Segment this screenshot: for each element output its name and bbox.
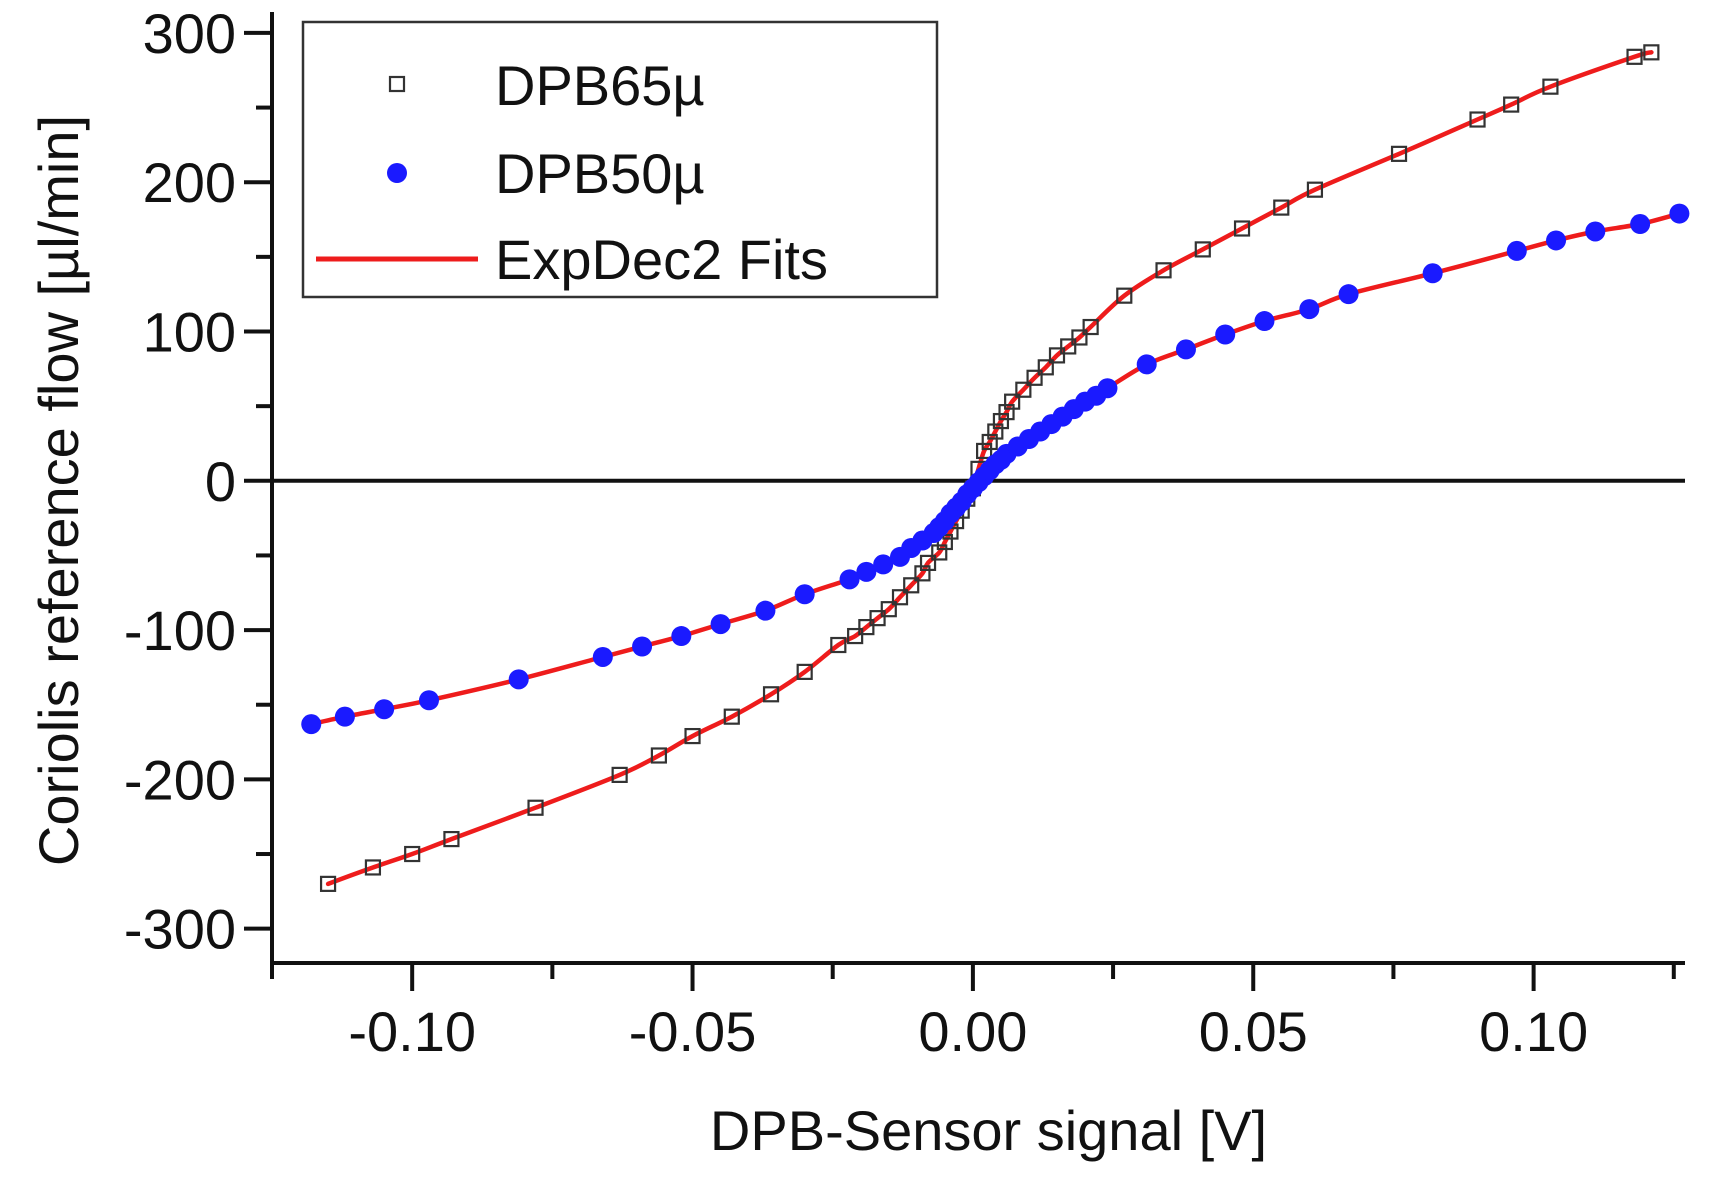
- dpb65-point: [830, 636, 847, 654]
- dpb65-point: [919, 554, 937, 572]
- y-tick-label: 200: [143, 151, 236, 214]
- dpb50-point: [1175, 339, 1196, 360]
- y-tick-label: -200: [124, 748, 236, 811]
- dpb65-point: [319, 875, 337, 892]
- dpb65-point: [869, 610, 886, 627]
- dpb65-point: [1155, 262, 1172, 279]
- dpb50-point: [755, 600, 776, 621]
- dpb65-point: [1082, 318, 1099, 336]
- dpb65-point: [1116, 287, 1133, 304]
- dpb50-point: [419, 690, 439, 711]
- y-tick-label: 0: [205, 450, 236, 513]
- dpb65-point: [880, 601, 897, 618]
- dpb50-point: [1669, 203, 1690, 224]
- dpb50-point: [794, 584, 815, 605]
- dpb65-point: [1004, 393, 1021, 410]
- dpb50-point: [1338, 284, 1359, 305]
- dpb50-point: [1630, 214, 1651, 235]
- legend-dpb50-label: DPB50µ: [495, 142, 705, 205]
- dpb50-point: [1422, 263, 1443, 284]
- axis-labels: DPB-Sensor signal [V] Coriolis reference …: [27, 115, 1267, 1162]
- legend-dpb65-label: DPB65µ: [495, 54, 705, 117]
- dpb50-point: [1215, 324, 1236, 345]
- dpb50-point: [508, 669, 529, 690]
- dpb65-point: [611, 766, 628, 783]
- dpb50-point: [632, 636, 653, 657]
- dpb65-point: [1015, 381, 1032, 398]
- dpb65-point: [976, 442, 993, 460]
- legend-dpb50-marker: [387, 163, 407, 183]
- dpb50-point: [301, 714, 322, 735]
- x-axis-title: DPB-Sensor signal [V]: [710, 1099, 1267, 1162]
- dpb50-point: [334, 706, 355, 727]
- dpb50-point: [1136, 354, 1157, 375]
- dpb65-point: [723, 708, 740, 725]
- dpb50-point: [839, 569, 860, 590]
- dpb50-point: [1585, 221, 1606, 242]
- dpb65-point: [650, 747, 667, 764]
- dpb65-point: [443, 830, 460, 848]
- dpb50-point: [710, 614, 731, 635]
- dpb65-point: [1060, 338, 1077, 355]
- legend: DPB65µ DPB50µ ExpDec2 Fits: [301, 20, 939, 299]
- dpb65-point: [527, 799, 544, 816]
- dpb65-point: [1233, 220, 1251, 237]
- x-tick-label: 0.10: [1479, 1000, 1588, 1063]
- y-tick-label: -100: [124, 599, 236, 662]
- dpb50-point: [1299, 299, 1320, 320]
- dpb65-point: [684, 727, 701, 745]
- y-axis-title: Coriolis reference flow [µl/min]: [27, 115, 90, 866]
- dpb65-point: [1626, 48, 1643, 65]
- y-tick-label: -300: [124, 898, 236, 961]
- dpb65-point: [1048, 347, 1066, 364]
- dpb65-point: [981, 433, 998, 451]
- dpb50-point: [1254, 311, 1275, 332]
- dpb65-point: [364, 859, 382, 876]
- dpb65-point: [404, 845, 421, 863]
- dpb50-point: [873, 554, 894, 575]
- dpb65-point: [1273, 199, 1290, 216]
- dpb50-point: [856, 561, 877, 582]
- dpb65-point: [1026, 369, 1043, 386]
- dpb50-point: [592, 646, 613, 667]
- dpb65-point: [1194, 241, 1211, 258]
- y-tick-label: 300: [143, 2, 236, 65]
- legend-dpb65-marker: [388, 75, 406, 93]
- axes: -300 -200 -100 0 100 200 300 -0.10 -0.05 0.00 0.05…: [124, 2, 1685, 1063]
- x-tick-label: 0.00: [918, 1000, 1027, 1063]
- dpb65-point: [998, 404, 1015, 421]
- dpb65-point: [1071, 329, 1088, 346]
- dpb65-point: [931, 544, 948, 561]
- dpb50-point: [671, 626, 692, 647]
- dpb50-point: [1546, 230, 1567, 251]
- dpb65-point: [1037, 359, 1054, 376]
- dpb65-point: [1390, 145, 1408, 162]
- dpb65-point: [903, 577, 920, 594]
- x-tick-label: -0.05: [629, 1000, 757, 1063]
- dpb65-point: [891, 589, 909, 606]
- y-tick-label: 100: [143, 301, 236, 364]
- dpb65-point: [762, 686, 780, 703]
- dpb50-point: [1506, 240, 1527, 261]
- x-tick-label: 0.05: [1199, 1000, 1308, 1063]
- dpb50-point: [374, 699, 395, 720]
- dpb65-point: [1503, 96, 1520, 113]
- dpb65-point: [1306, 181, 1324, 198]
- dpb65-point: [1643, 44, 1660, 61]
- dpb65-point: [796, 663, 813, 680]
- dpb65-point: [847, 627, 864, 645]
- dpb65-point: [987, 423, 1004, 440]
- dpb65-point: [1542, 78, 1559, 95]
- legend-box: [301, 20, 939, 299]
- dpb65-point: [914, 565, 931, 582]
- dpb65-point: [992, 412, 1010, 430]
- x-tick-label: -0.10: [348, 1000, 476, 1063]
- dpb65-point: [858, 618, 875, 636]
- legend-fit-label: ExpDec2 Fits: [495, 228, 828, 291]
- dpb65-point: [1469, 111, 1486, 128]
- data-markers: [301, 44, 1690, 892]
- dpb50-point: [1097, 378, 1118, 399]
